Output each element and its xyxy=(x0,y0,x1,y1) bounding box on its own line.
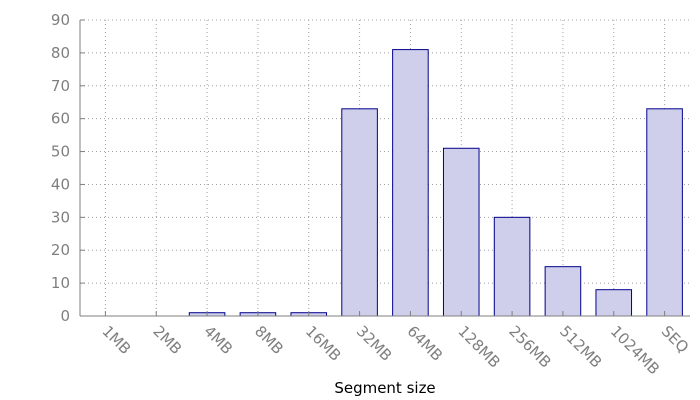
axis-layer xyxy=(79,19,690,317)
bar-SEQ xyxy=(646,108,683,317)
bar-64MB xyxy=(392,49,429,317)
x-tick-label: 32MB xyxy=(353,322,396,365)
bar-256MB xyxy=(493,216,531,317)
y-tick-label: 20 xyxy=(51,241,70,259)
x-axis-title: Segment size xyxy=(334,379,435,397)
x-tick-label: 128MB xyxy=(454,322,503,371)
y-tick-label: 30 xyxy=(51,208,70,226)
bars-layer xyxy=(188,49,683,317)
x-tick-label: 4MB xyxy=(200,322,236,358)
y-tick-label: 0 xyxy=(60,307,70,325)
bar-512MB xyxy=(544,266,582,317)
x-tick-label: 256MB xyxy=(505,322,554,371)
x-tick-label: 1MB xyxy=(99,322,135,358)
y-tick-labels: 0 10 20 30 40 50 60 70 80 90 xyxy=(51,11,70,325)
y-tick-label: 90 xyxy=(51,11,70,29)
y-tick-label: 10 xyxy=(51,274,70,292)
bar-128MB xyxy=(442,147,480,317)
y-tick-label: 40 xyxy=(51,175,70,193)
x-tick-label: 64MB xyxy=(404,322,447,365)
y-tick-label: 60 xyxy=(51,110,70,128)
y-tick-label: 80 xyxy=(51,44,70,62)
x-tick-labels: 1MB 2MB 4MB 8MB 16MB 32MB 64MB 128MB 256MB 512MB 1… xyxy=(99,322,693,378)
y-tick-label: 50 xyxy=(51,143,70,161)
grid-layer xyxy=(80,19,690,316)
x-tick-label: SEQ xyxy=(658,322,693,357)
x-tick-label: 512MB xyxy=(556,322,605,371)
x-tick-label: 16MB xyxy=(302,322,345,365)
y-tick-label: 70 xyxy=(51,77,70,95)
x-tick-label: 1024MB xyxy=(607,322,663,378)
x-tick-label: 2MB xyxy=(149,322,185,358)
x-tick-label: 8MB xyxy=(251,322,287,358)
bar-32MB xyxy=(341,108,378,317)
